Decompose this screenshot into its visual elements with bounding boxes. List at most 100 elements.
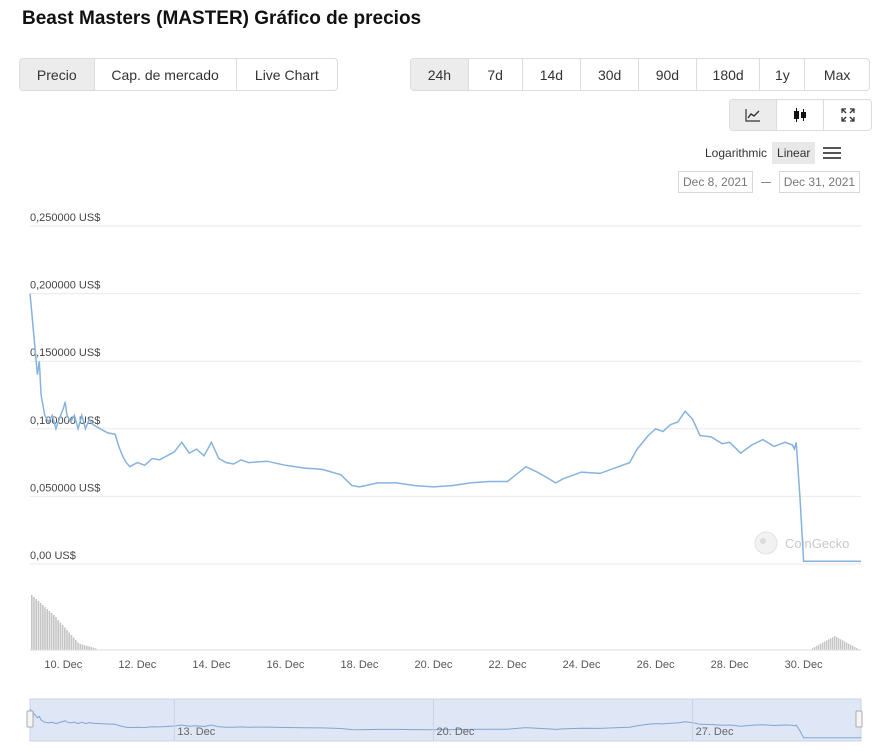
volume-bar [39, 603, 42, 650]
volume-bar [35, 599, 37, 650]
x-tick-label: 26. Dec [637, 659, 675, 671]
x-tick-label: 10. Dec [44, 659, 82, 671]
x-tick-label: 28. Dec [711, 659, 749, 671]
volume-bar [824, 641, 826, 650]
grid-layer [30, 225, 861, 565]
volume-bar [61, 625, 64, 650]
volume-bar [46, 609, 48, 650]
range-tabs: 24h 7d 14d 30d 90d 180d 1y Max [410, 58, 870, 91]
volume-bar [77, 642, 79, 650]
volume-bar [816, 645, 818, 650]
navigator-right-handle[interactable] [855, 710, 863, 728]
price-line [29, 293, 861, 563]
range-1y[interactable]: 1y [760, 59, 806, 90]
coingecko-watermark: CoinGecko [754, 531, 849, 555]
navigator-content: 13. Dec 20. Dec 27. Dec [29, 699, 861, 741]
volume-bar [66, 630, 68, 650]
volume-bar [822, 642, 824, 650]
volume-bar [848, 643, 850, 650]
volume-bar [834, 636, 836, 650]
fullscreen-icon [840, 108, 855, 122]
tab-live-chart[interactable]: Live Chart [254, 66, 319, 83]
navigator-label: 20. Dec [436, 726, 474, 738]
range-24h[interactable]: 24h [411, 59, 469, 90]
volume-bar [818, 644, 820, 650]
x-axis-labels: 10. Dec 12. Dec 14. Dec 16. Dec 18. Dec 20. D… [44, 659, 823, 671]
range-7d[interactable]: 7d [469, 59, 523, 90]
line-chart-icon [745, 109, 760, 122]
volume-bar [64, 627, 66, 650]
y-tick-label: 0,200000 US$ [30, 280, 100, 292]
volume-bar [812, 648, 814, 650]
menu-icon[interactable] [823, 146, 842, 160]
date-to-input[interactable]: Dec 31, 2021 [778, 171, 861, 193]
candlestick-button[interactable] [777, 100, 824, 130]
range-90d[interactable]: 90d [639, 59, 697, 90]
volume-bar [820, 643, 822, 650]
tab-market-cap[interactable]: Cap. de mercado [95, 59, 237, 90]
volume-bar [854, 647, 856, 650]
volume-layer [31, 595, 860, 650]
volume-bar [55, 617, 57, 650]
x-tick-label: 22. Dec [489, 659, 527, 671]
navigator-left-handle[interactable] [26, 710, 34, 728]
volume-bar [75, 640, 77, 650]
series-layer [29, 293, 861, 563]
volume-bar [48, 611, 51, 650]
scale-toggle: Logarithmic Linear [700, 141, 842, 165]
volume-bar [31, 595, 33, 650]
volume-bar [828, 639, 830, 650]
volume-bar [830, 638, 832, 650]
scale-linear[interactable]: Linear [772, 142, 816, 164]
x-tick-label: 30. Dec [785, 659, 823, 671]
volume-bar [83, 645, 86, 650]
navigator-label: 27. Dec [696, 726, 734, 738]
volume-bar [814, 647, 816, 650]
volume-bar [856, 648, 858, 650]
volume-bar [850, 644, 852, 650]
volume-bar [37, 601, 40, 650]
volume-bar [836, 637, 838, 650]
volume-bar [852, 645, 854, 650]
volume-bar [832, 637, 834, 650]
volume-bar [70, 635, 73, 650]
watermark-text: CoinGecko [785, 536, 849, 551]
x-tick-label: 16. Dec [266, 659, 304, 671]
coingecko-logo-icon [754, 531, 778, 555]
volume-bar [33, 597, 35, 650]
navigator-window [29, 698, 862, 742]
volume-bar [53, 615, 55, 650]
y-tick-label: 0,050000 US$ [30, 482, 100, 494]
fullscreen-button[interactable] [824, 100, 871, 130]
volume-bar [94, 648, 97, 650]
x-tick-label: 12. Dec [118, 659, 156, 671]
volume-bar [86, 645, 88, 650]
range-max[interactable]: Max [823, 66, 851, 83]
volume-bar [838, 638, 840, 650]
page-title: Beast Masters (MASTER) Gráfico de precio… [22, 8, 422, 29]
line-chart-button[interactable] [730, 100, 777, 130]
y-tick-label: 0,150000 US$ [30, 347, 100, 359]
volume-bar [68, 632, 70, 650]
y-tick-label: 0,00 US$ [30, 550, 76, 562]
range-180d[interactable]: 180d [697, 59, 761, 90]
scale-logarithmic[interactable]: Logarithmic [705, 146, 768, 160]
volume-bar [81, 644, 84, 650]
date-from-input[interactable]: Dec 8, 2021 [678, 171, 753, 193]
range-14d[interactable]: 14d [523, 59, 582, 90]
volume-bar [844, 641, 846, 650]
volume-bar [90, 647, 92, 650]
volume-bar [846, 642, 848, 650]
volume-bar [840, 639, 842, 650]
view-tabs: Precio Cap. de mercado Live Chart [19, 58, 338, 91]
navigator[interactable]: 13. Dec 20. Dec 27. Dec [26, 698, 863, 742]
volume-bar [72, 637, 75, 650]
x-tick-label: 18. Dec [340, 659, 378, 671]
tab-price[interactable]: Precio [20, 59, 95, 90]
chart-type-tools [729, 99, 872, 131]
volume-bar [92, 647, 95, 650]
range-30d[interactable]: 30d [581, 59, 640, 90]
x-tick-label: 20. Dec [415, 659, 453, 671]
x-tick-label: 14. Dec [192, 659, 230, 671]
volume-bar [50, 613, 53, 650]
